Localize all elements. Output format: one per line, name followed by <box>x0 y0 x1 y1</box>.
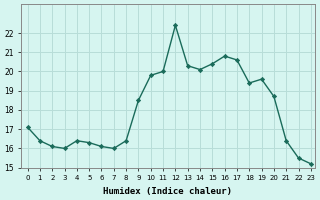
X-axis label: Humidex (Indice chaleur): Humidex (Indice chaleur) <box>103 187 232 196</box>
